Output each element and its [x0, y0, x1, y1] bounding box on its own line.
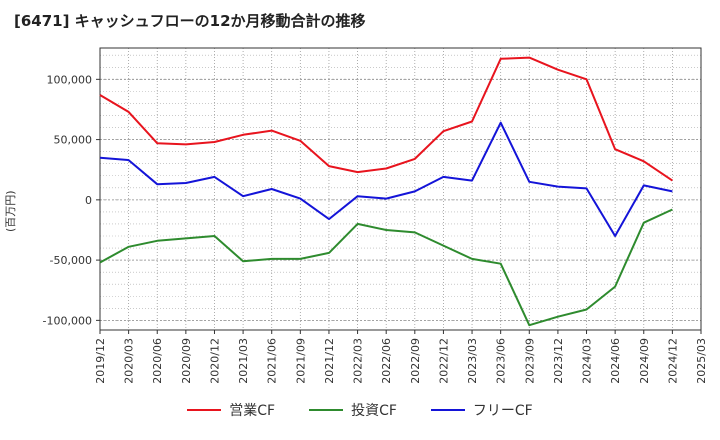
- x-tick-label: 2023/12: [552, 338, 565, 384]
- chart-title: [6471] キャッシュフローの12か月移動合計の推移: [14, 12, 366, 30]
- y-tick-label: 50,000: [54, 134, 93, 147]
- operating-cf-line: [99, 56, 673, 182]
- y-tick-label: -100,000: [43, 314, 92, 327]
- x-tick-label: 2020/03: [123, 338, 136, 384]
- x-tick-label: 2021/09: [294, 338, 307, 384]
- plot-area-frame: [99, 47, 702, 331]
- x-tick-label: 2020/12: [208, 338, 221, 384]
- investing-cf-line: [99, 208, 673, 327]
- legend-swatch-free-cf: [430, 409, 465, 411]
- x-tick-label: 2020/09: [180, 338, 193, 384]
- x-tick-label: 2023/03: [466, 338, 479, 384]
- x-tick-label: 2022/12: [437, 338, 450, 384]
- legend-label-free-cf: フリーCF: [472, 403, 533, 419]
- legend-item-investing-cf: 投資CF: [309, 400, 397, 420]
- legend: 営業CF 投資CF フリーCF: [0, 400, 720, 420]
- y-tick-label: -50,000: [50, 254, 92, 267]
- x-tick-label: 2021/06: [266, 338, 279, 384]
- x-tick-label: 2024/03: [581, 338, 594, 384]
- x-tick-label: 2025/03: [695, 338, 708, 384]
- x-tick-label: 2023/06: [495, 338, 508, 384]
- x-tick-label: 2024/09: [638, 338, 651, 384]
- x-tick-label: 2022/06: [380, 338, 393, 384]
- legend-item-free-cf: フリーCF: [430, 400, 533, 420]
- x-tick-label: 2022/09: [409, 338, 422, 384]
- x-tick-label: 2024/06: [609, 338, 622, 384]
- x-tick-label: 2023/09: [523, 338, 536, 384]
- x-tick-label: 2021/12: [323, 338, 336, 384]
- x-tick-label: 2019/12: [94, 338, 107, 384]
- free-cf-line: [99, 121, 673, 237]
- x-tick-label: 2024/12: [666, 338, 679, 384]
- x-tick-label: 2020/06: [151, 338, 164, 384]
- legend-swatch-operating-cf: [187, 409, 222, 411]
- x-tick-label: 2022/03: [352, 338, 365, 384]
- legend-label-investing-cf: 投資CF: [351, 403, 397, 419]
- legend-label-operating-cf: 営業CF: [229, 403, 276, 419]
- legend-item-operating-cf: 営業CF: [187, 400, 275, 420]
- legend-swatch-investing-cf: [309, 409, 344, 411]
- x-tick-label: 2021/03: [237, 338, 250, 384]
- y-tick-label: 0: [85, 194, 92, 207]
- y-tick-label: 100,000: [47, 73, 93, 86]
